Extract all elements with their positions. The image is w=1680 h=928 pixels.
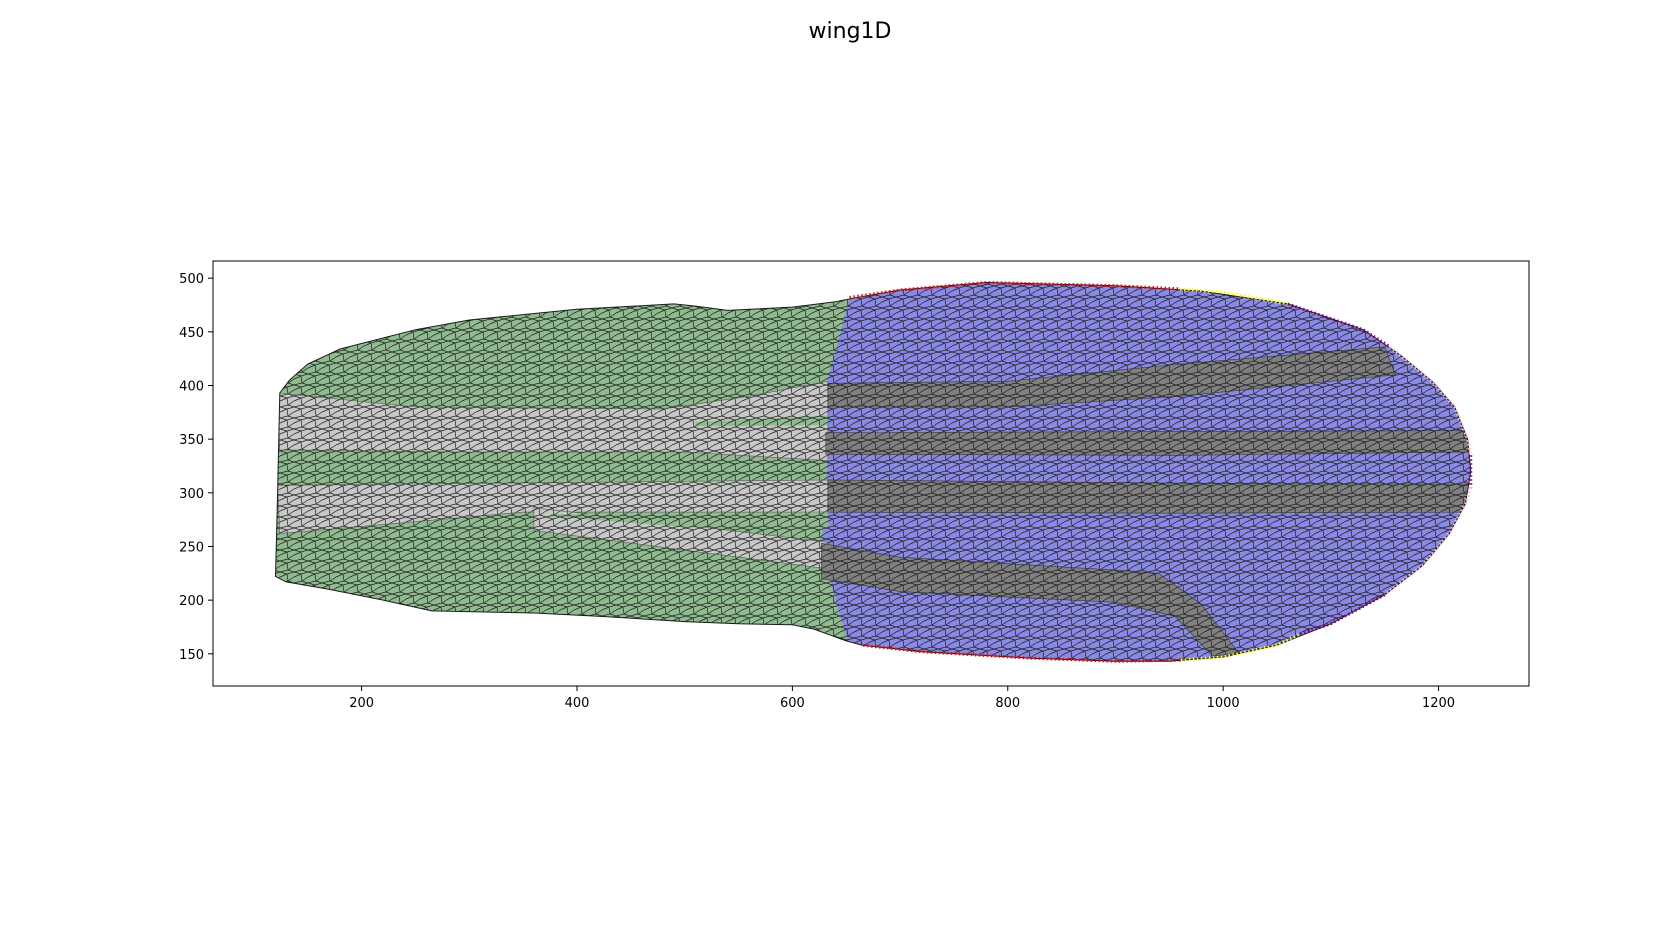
x-tick-label-1000: 1000 bbox=[1207, 696, 1240, 711]
dark-gray-band-3 bbox=[827, 479, 1471, 514]
green-island-2 bbox=[550, 512, 828, 530]
y-tick-label-450: 450 bbox=[179, 326, 204, 341]
x-tick-label-400: 400 bbox=[565, 696, 590, 711]
boundary-marker-yellow-8 bbox=[1179, 633, 1300, 662]
dark-gray-band-1 bbox=[827, 346, 1396, 408]
plot-area bbox=[274, 280, 1473, 663]
y-axis: 150 200 250 300 350 400 450 500 bbox=[179, 272, 213, 663]
y-tick-label-300: 300 bbox=[179, 487, 204, 502]
boundary-marker-pink-6 bbox=[1383, 487, 1473, 596]
x-tick-label-800: 800 bbox=[995, 696, 1020, 711]
boundary-marker-purple-7 bbox=[1298, 593, 1386, 636]
x-tick-label-200: 200 bbox=[349, 696, 374, 711]
y-tick-label-350: 350 bbox=[179, 433, 204, 448]
wing-outline bbox=[274, 281, 1472, 662]
y-tick-label-250: 250 bbox=[179, 540, 204, 555]
x-axis: 200 400 600 800 1000 1200 bbox=[349, 686, 1455, 711]
x-tick-label-600: 600 bbox=[780, 696, 805, 711]
axes-frame bbox=[212, 260, 1530, 687]
dark-gray-band-2 bbox=[825, 430, 1470, 456]
y-tick-label-150: 150 bbox=[179, 648, 204, 663]
boundary-marker-pink-4 bbox=[1389, 345, 1473, 456]
y-tick-label-400: 400 bbox=[179, 379, 204, 394]
x-tick-label-1200: 1200 bbox=[1422, 696, 1455, 711]
wing-blue-region bbox=[821, 282, 1471, 662]
boundary-marker-purple-3 bbox=[1287, 302, 1391, 349]
green-island-1 bbox=[695, 415, 828, 427]
y-tick-label-200: 200 bbox=[179, 594, 204, 609]
boundary-marker-red-1 bbox=[849, 280, 1181, 299]
chart-title: wing1D bbox=[809, 19, 892, 44]
y-tick-label-500: 500 bbox=[179, 272, 204, 287]
dark-gray-band-4 bbox=[821, 542, 1240, 657]
